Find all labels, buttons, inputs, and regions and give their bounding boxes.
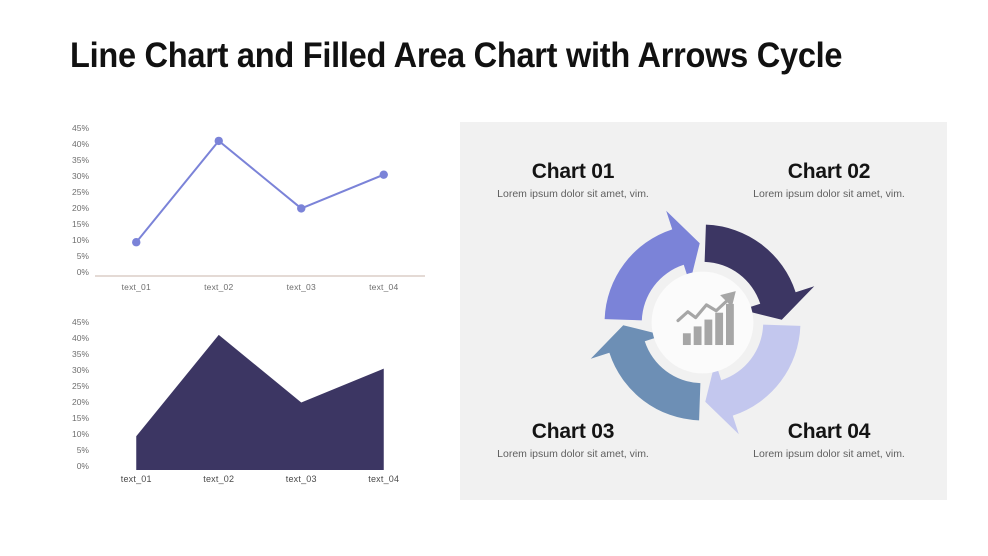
y-axis-tick: 10% <box>71 429 89 439</box>
x-axis-tick: text_01 <box>120 474 152 484</box>
y-axis-tick: 5% <box>76 445 89 455</box>
x-axis-tick: text_02 <box>203 474 235 484</box>
cycle-label-chart-01[interactable]: Chart 01 Lorem ipsum dolor sit amet, vim… <box>458 160 688 201</box>
y-axis-tick: 35% <box>71 155 89 165</box>
y-axis-tick: 30% <box>71 365 89 375</box>
cycle-arrow-chart-03[interactable] <box>590 325 701 421</box>
area-series-path <box>136 334 384 470</box>
cycle-arrow-chart-02[interactable] <box>704 224 815 320</box>
line-data-point <box>297 204 306 213</box>
icon-bar <box>726 303 734 346</box>
area-chart-svg <box>136 334 384 470</box>
cycle-item-title: Chart 03 <box>531 420 615 443</box>
y-axis-tick: 10% <box>71 235 89 245</box>
y-axis-tick: 15% <box>71 413 89 423</box>
y-axis-tick: 20% <box>71 397 89 407</box>
cycle-arrow-chart-04[interactable] <box>705 324 801 435</box>
icon-bar <box>693 326 702 346</box>
y-axis-tick: 45% <box>71 123 89 133</box>
cycle-item-description: Lorem ipsum dolor sit amet, vim. <box>753 188 905 200</box>
cycle-item-description: Lorem ipsum dolor sit amet, vim. <box>753 448 905 460</box>
y-axis-tick: 25% <box>71 187 89 197</box>
line-series-path <box>136 141 384 242</box>
cycle-label-chart-02[interactable]: Chart 02 Lorem ipsum dolor sit amet, vim… <box>714 160 944 201</box>
line-data-point <box>214 136 223 146</box>
bar-chart-growth-icon <box>676 291 736 346</box>
line-chart-y-axis: 45% 40% 35% 30% 25% 20% 15% 10% 5% 0% <box>55 123 89 277</box>
arrows-cycle-diagram <box>585 205 820 440</box>
icon-bar <box>682 333 691 346</box>
y-axis-tick: 45% <box>71 317 89 327</box>
cycle-label-chart-04[interactable]: Chart 04 Lorem ipsum dolor sit amet, vim… <box>714 420 944 461</box>
y-axis-tick: 5% <box>76 251 89 261</box>
cycle-center-disc <box>651 271 754 374</box>
x-axis-tick: text_04 <box>369 282 399 292</box>
arrows-cycle-svg <box>590 210 815 435</box>
x-axis-tick: text_02 <box>204 282 234 292</box>
line-data-point <box>379 170 388 179</box>
cycle-item-title: Chart 02 <box>787 160 871 183</box>
cycle-item-title: Chart 01 <box>531 160 615 183</box>
line-data-point <box>132 238 141 247</box>
cycle-arrow-chart-01[interactable] <box>604 210 700 321</box>
x-axis-tick: text_03 <box>286 282 316 292</box>
cycle-item-title: Chart 04 <box>787 420 871 443</box>
icon-trend-line <box>676 296 732 323</box>
y-axis-tick: 35% <box>71 349 89 359</box>
cycle-item-description: Lorem ipsum dolor sit amet, vim. <box>497 448 649 460</box>
line-chart-plot-area <box>95 124 425 276</box>
icon-trend-arrowhead <box>720 291 736 307</box>
x-axis-tick: text_04 <box>368 474 400 484</box>
x-axis-tick: text_03 <box>285 474 317 484</box>
area-chart: 45% 40% 35% 30% 25% 20% 15% 10% 5% 0% te… <box>55 318 425 498</box>
y-axis-tick: 20% <box>71 203 89 213</box>
icon-bar <box>704 319 713 346</box>
y-axis-tick: 40% <box>71 333 89 343</box>
cycle-label-chart-03[interactable]: Chart 03 Lorem ipsum dolor sit amet, vim… <box>458 420 688 461</box>
x-axis-tick: text_01 <box>121 282 151 292</box>
area-chart-y-axis: 45% 40% 35% 30% 25% 20% 15% 10% 5% 0% <box>55 317 89 471</box>
y-axis-tick: 25% <box>71 381 89 391</box>
y-axis-tick: 0% <box>76 461 89 471</box>
line-chart: 45% 40% 35% 30% 25% 20% 15% 10% 5% 0% te… <box>55 124 425 304</box>
y-axis-tick: 30% <box>71 171 89 181</box>
line-chart-x-axis: text_01 text_02 text_03 text_04 <box>95 282 425 292</box>
cycle-item-description: Lorem ipsum dolor sit amet, vim. <box>497 188 649 200</box>
line-chart-svg <box>95 136 425 276</box>
y-axis-tick: 15% <box>71 219 89 229</box>
page-title: Line Chart and Filled Area Chart with Ar… <box>70 36 843 75</box>
y-axis-tick: 40% <box>71 139 89 149</box>
y-axis-tick: 0% <box>76 267 89 277</box>
area-chart-x-axis: text_01 text_02 text_03 text_04 <box>95 474 425 484</box>
icon-bar <box>715 312 724 346</box>
area-chart-plot-area <box>95 318 425 470</box>
